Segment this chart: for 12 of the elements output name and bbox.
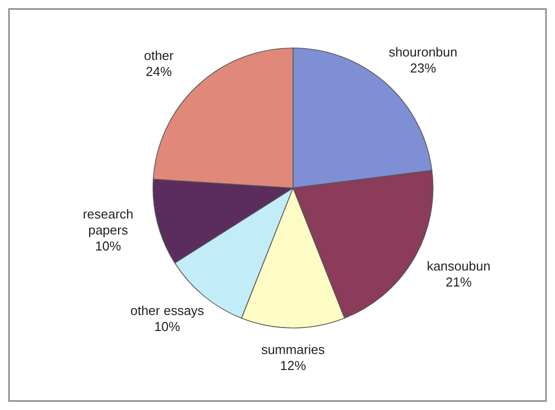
data-label: 10% <box>154 318 181 334</box>
data-label: 12% <box>280 358 306 373</box>
slice-label: summaries <box>261 342 326 357</box>
slice-label: other essays <box>130 302 205 318</box>
slice-label: shouronbun <box>388 44 458 60</box>
slice-label: other <box>144 48 174 64</box>
data-label: 24% <box>146 64 172 80</box>
slice-label: research papers <box>82 206 134 238</box>
data-label: 23% <box>410 60 436 76</box>
data-label: 21% <box>446 274 472 290</box>
data-label: 10% <box>95 238 122 254</box>
slice-label: kansoubun <box>426 258 490 274</box>
